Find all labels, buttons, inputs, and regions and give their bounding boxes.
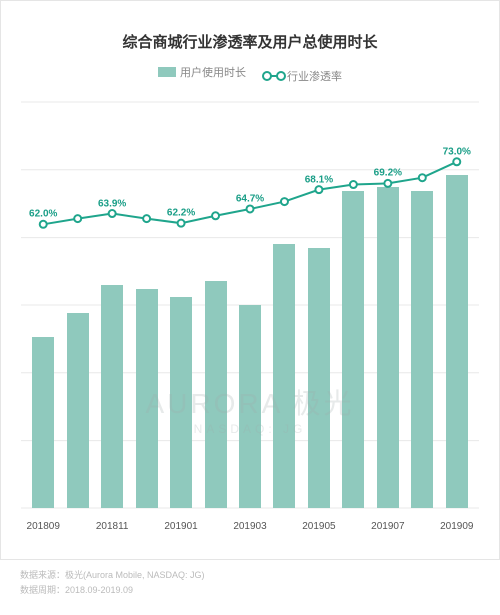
x-tick-label: 201905	[302, 521, 335, 532]
line-data-label: 63.9%	[98, 198, 126, 209]
chart-title: 综合商城行业渗透率及用户总使用时长	[21, 31, 479, 52]
line-data-label: 62.0%	[29, 209, 57, 220]
legend: 用户使用时长 行业渗透率	[21, 64, 479, 84]
chart-container: 综合商城行业渗透率及用户总使用时长 用户使用时长 行业渗透率 62.0% 63.9…	[0, 0, 500, 560]
source-line-2: 数据周期：2018.09-2019.09	[20, 583, 205, 597]
line-data-label: 69.2%	[374, 168, 402, 179]
source-line-1: 数据来源：极光(Aurora Mobile, NASDAQ: JG)	[20, 568, 205, 582]
line-data-label: 62.2%	[167, 208, 195, 219]
x-tick-label: 201811	[96, 521, 129, 532]
legend-bar: 用户使用时长	[158, 64, 246, 80]
source-note: 数据来源：极光(Aurora Mobile, NASDAQ: JG) 数据周期：…	[20, 568, 205, 597]
legend-line-label: 行业渗透率	[287, 68, 342, 84]
line-data-label: 64.7%	[236, 194, 264, 205]
legend-bar-swatch	[158, 67, 176, 77]
x-tick-label: 201903	[233, 521, 266, 532]
line-data-label: 73.0%	[443, 146, 471, 157]
legend-line: 行业渗透率	[265, 68, 342, 84]
plot-area: 62.0% 63.9% 62.2% 64.7% 68.1% 69.2% 73.0% 2018…	[21, 92, 479, 532]
line-data-label: 68.1%	[305, 174, 333, 185]
x-tick-label: 201909	[440, 521, 473, 532]
x-tick-label: 201809	[27, 521, 60, 532]
x-tick-label: 201901	[164, 521, 197, 532]
legend-line-swatch	[265, 75, 283, 77]
data-labels-layer: 62.0% 63.9% 62.2% 64.7% 68.1% 69.2% 73.0%	[21, 92, 479, 532]
x-tick-label: 201907	[371, 521, 404, 532]
legend-bar-label: 用户使用时长	[180, 64, 246, 80]
x-axis: 201809 201811 201901 201903 201905 201907 2019…	[21, 508, 479, 532]
